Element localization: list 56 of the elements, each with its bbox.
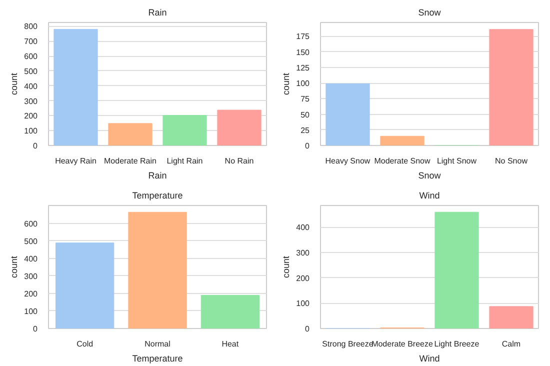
y-tick-label: 200 xyxy=(296,274,310,283)
x-tick-label: Moderate Snow xyxy=(374,156,430,166)
y-tick-label: 0 xyxy=(33,142,38,150)
y-tick-label: 100 xyxy=(24,126,38,136)
y-tick-label: 200 xyxy=(24,289,38,298)
y-tick-label: 25 xyxy=(300,126,310,135)
y-tick-label: 50 xyxy=(300,110,310,120)
y-tick-label: 150 xyxy=(296,48,310,57)
y-tick-label: 75 xyxy=(300,94,310,104)
y-tick-label: 600 xyxy=(24,219,38,228)
y-tick-label: 200 xyxy=(24,112,38,121)
y-tick-label: 400 xyxy=(296,223,310,232)
chart-title: Rain xyxy=(148,8,167,18)
y-axis-title: count xyxy=(281,72,292,96)
y-tick-label: 500 xyxy=(24,66,38,76)
x-tick-label: Light Snow xyxy=(436,156,477,166)
x-axis-title: Rain xyxy=(148,170,167,180)
y-tick-label: 800 xyxy=(24,22,38,32)
x-axis-title: Wind xyxy=(419,354,440,364)
x-tick-label: Light Breeze xyxy=(434,340,480,348)
y-tick-label: 400 xyxy=(24,254,38,264)
x-tick-label: No Rain xyxy=(224,156,254,166)
y-tick-label: 0 xyxy=(305,324,310,334)
y-tick-label: 300 xyxy=(24,272,38,281)
x-tick-label: Moderate Breeze xyxy=(372,340,434,348)
y-tick-label: 175 xyxy=(296,32,310,42)
y-axis-title: count xyxy=(9,72,20,96)
y-tick-label: 100 xyxy=(24,306,38,316)
y-tick-label: 0 xyxy=(33,324,38,334)
x-tick-label: Strong Breeze xyxy=(322,340,374,348)
x-axis-title: Temperature xyxy=(132,354,183,364)
chart-title: Temperature xyxy=(132,190,183,200)
y-tick-label: 100 xyxy=(296,79,310,88)
chart-title: Wind xyxy=(419,190,440,200)
chart-title: Snow xyxy=(418,8,442,18)
y-tick-label: 125 xyxy=(296,63,310,72)
y-axis-title: count xyxy=(281,255,292,278)
y-tick-label: 300 xyxy=(24,96,38,106)
x-tick-label: Cold xyxy=(76,340,94,348)
y-tick-label: 600 xyxy=(24,52,38,62)
x-tick-label: Heat xyxy=(222,340,240,348)
x-tick-label: Heavy Rain xyxy=(55,156,96,166)
x-tick-label: No Snow xyxy=(495,156,528,166)
x-tick-label: Normal xyxy=(144,340,171,348)
x-tick-label: Moderate Rain xyxy=(104,156,156,166)
x-tick-label: Heavy Snow xyxy=(325,156,370,166)
y-axis-title: count xyxy=(9,255,20,278)
y-tick-label: 400 xyxy=(24,82,38,91)
y-tick-label: 300 xyxy=(296,248,310,258)
y-tick-label: 100 xyxy=(296,299,310,308)
x-axis-title: Snow xyxy=(418,170,442,180)
x-tick-label: Calm xyxy=(502,340,521,348)
y-tick-label: 700 xyxy=(24,37,38,46)
y-tick-label: 500 xyxy=(24,236,38,246)
y-tick-label: 0 xyxy=(305,142,310,150)
x-tick-label: Light Rain xyxy=(166,156,203,166)
